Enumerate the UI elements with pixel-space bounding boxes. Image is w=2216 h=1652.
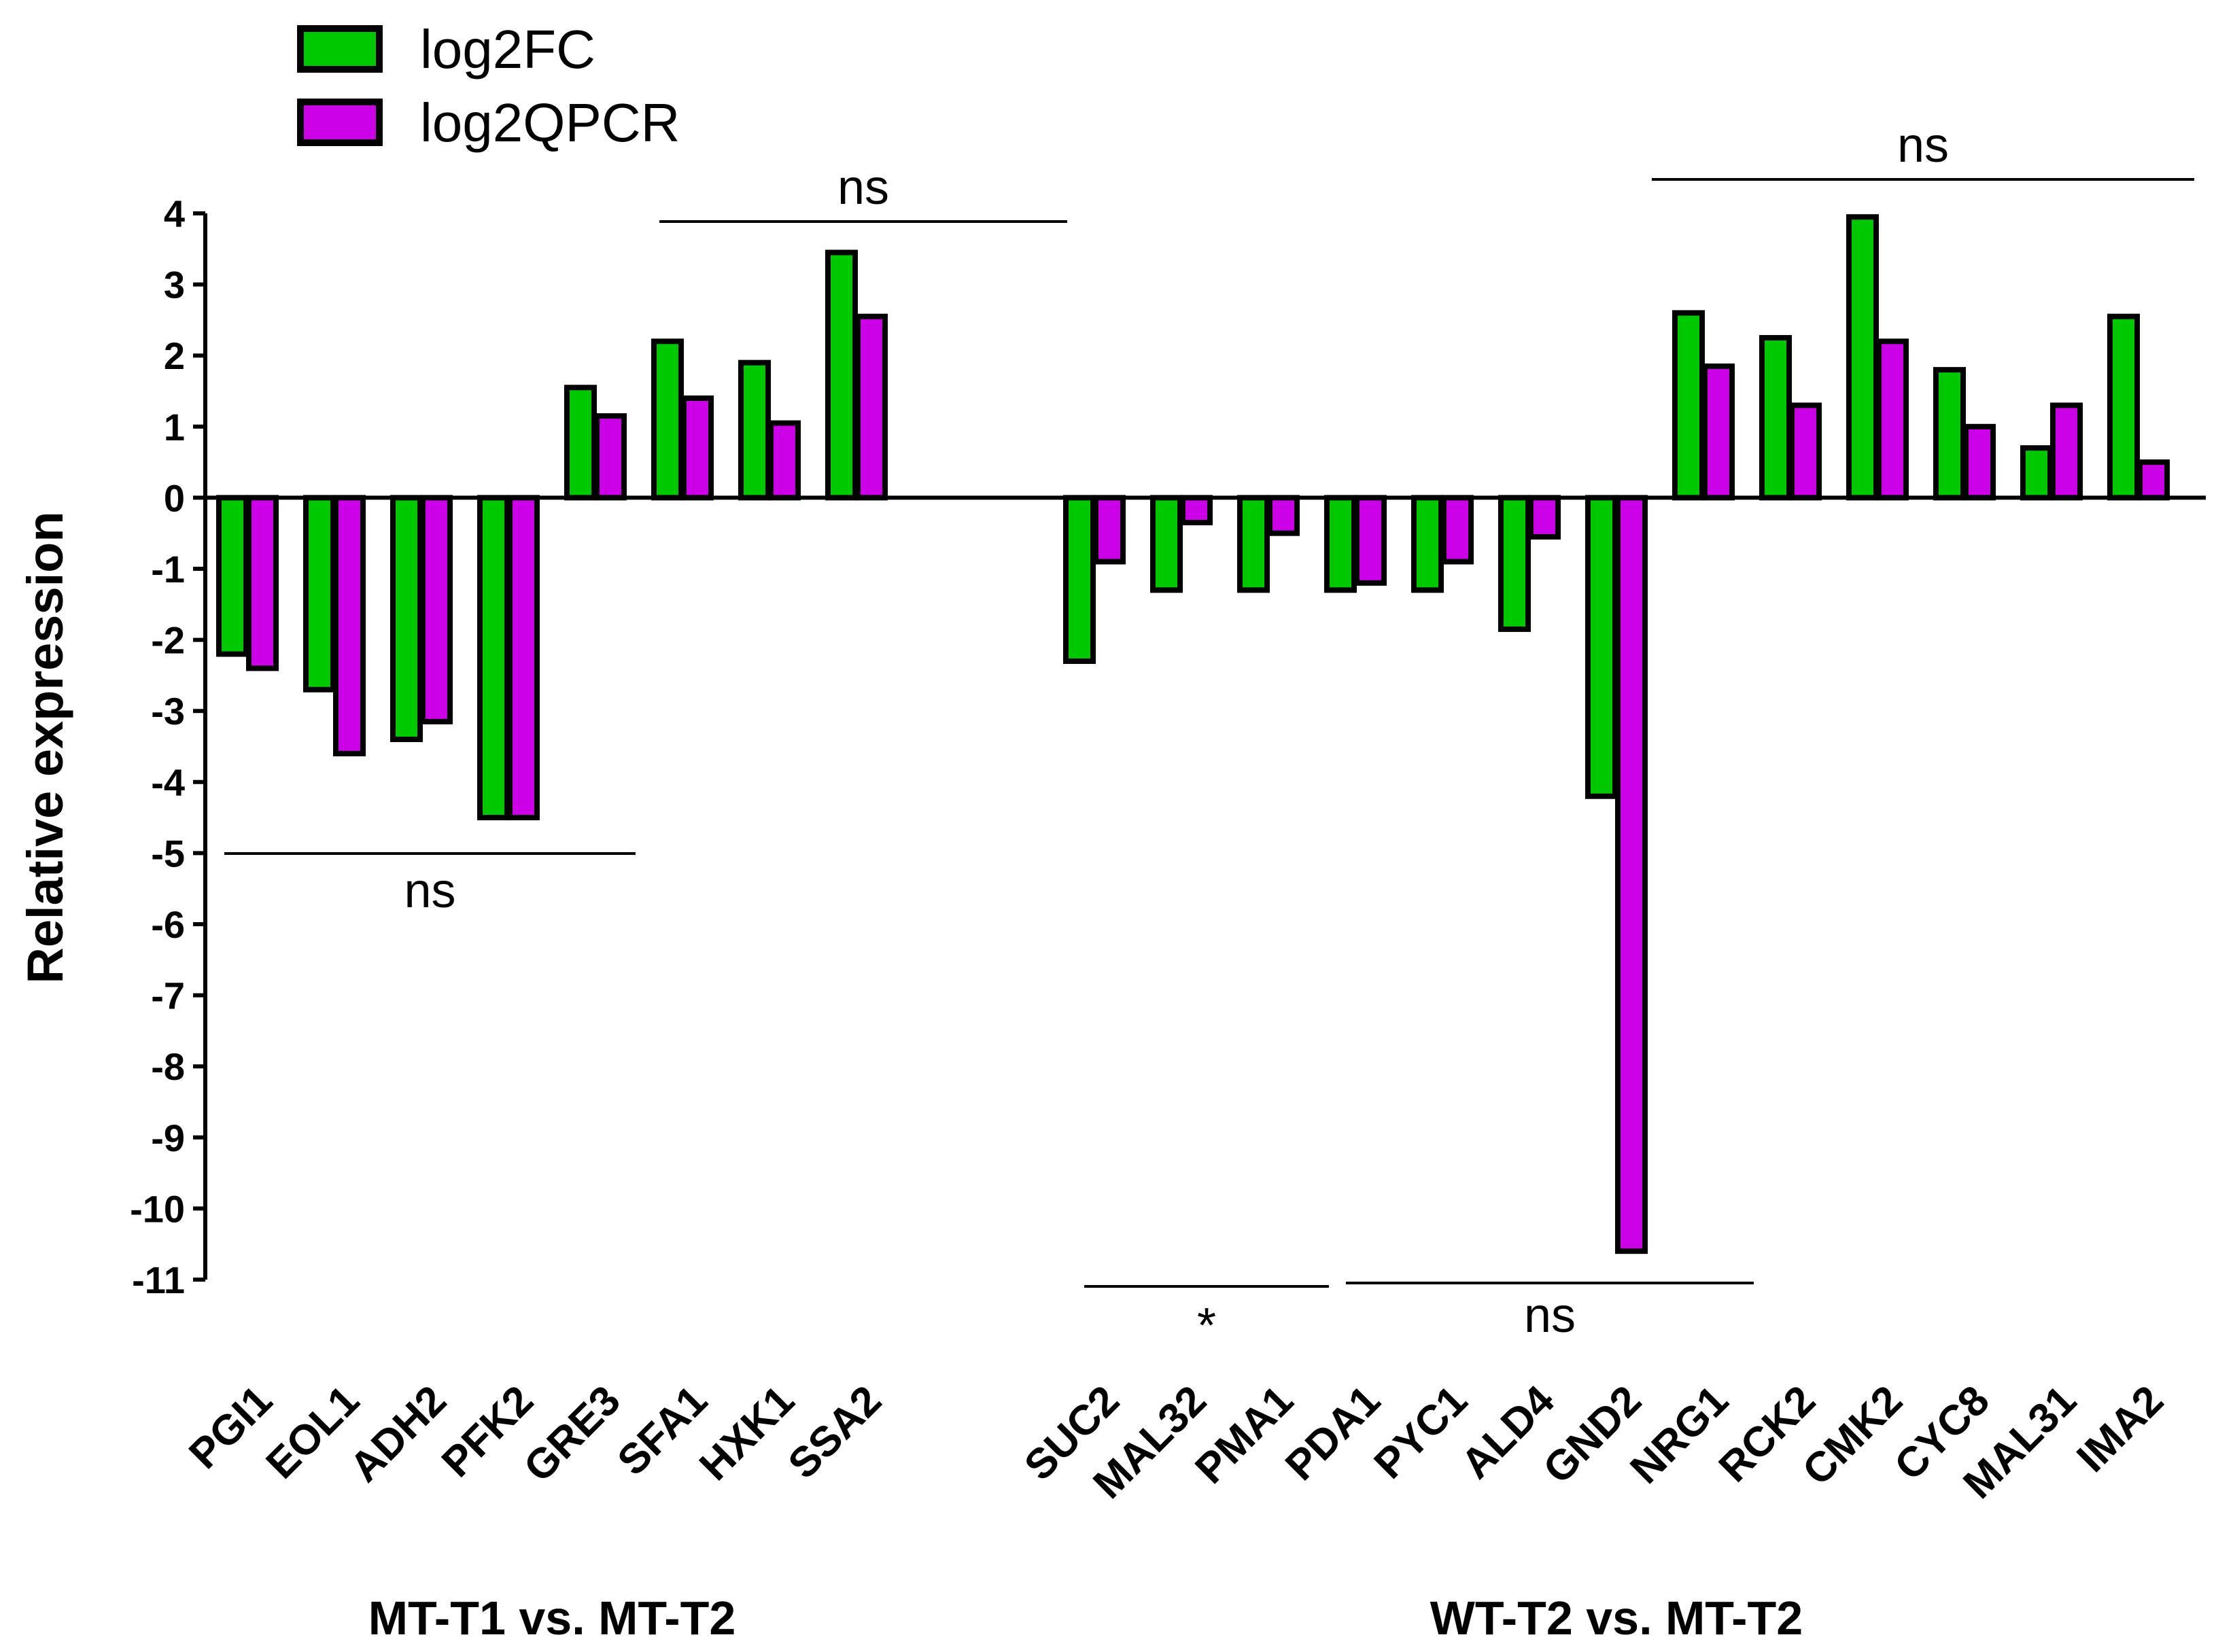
- y-tick-label: -6: [151, 903, 185, 946]
- bar-log2fc-cmk2: [1846, 214, 1879, 501]
- bar-log2qpcr-ima2: [2137, 459, 2170, 501]
- bar-log2qpcr-sfa1: [681, 395, 714, 501]
- category-label-hxk1: HXK1: [691, 1377, 803, 1490]
- bar-log2fc-gnd2: [1585, 495, 1618, 799]
- bar-log2qpcr-cyc8: [1963, 423, 1996, 501]
- bar-log2qpcr-ssa2: [855, 313, 888, 501]
- category-label-cmk2: CMK2: [1794, 1377, 1911, 1494]
- category-label-pma1: PMA1: [1186, 1377, 1302, 1493]
- legend-label-log2qpcr: log2QPCR: [420, 92, 680, 153]
- y-tick-label: -9: [151, 1117, 185, 1159]
- bar-log2fc-sfa1: [651, 338, 684, 501]
- bar-log2qpcr-rck2: [1789, 402, 1822, 501]
- y-tick-label: -11: [132, 1259, 185, 1301]
- bar-log2qpcr-pgi1: [246, 495, 279, 671]
- y-tick-label: -8: [151, 1045, 185, 1088]
- bar-log2fc-rck2: [1759, 335, 1792, 501]
- group-labels: MT-T1 vs. MT-T2 WT-T2 vs. MT-T2: [368, 1592, 1803, 1645]
- bar-log2fc-gre3: [564, 385, 597, 501]
- group-label: WT-T2 vs. MT-T2: [1430, 1592, 1803, 1645]
- category-label-gnd2: GND2: [1534, 1377, 1650, 1493]
- y-tick-label: -7: [151, 974, 185, 1017]
- bar-log2qpcr-eol1: [333, 495, 366, 756]
- category-label-pyc1: PYC1: [1366, 1377, 1476, 1488]
- category-label-gre3: GRE3: [515, 1377, 629, 1491]
- bar-log2fc-adh2: [390, 495, 423, 743]
- bar-log2fc-nrg1: [1672, 310, 1705, 501]
- bar-log2qpcr-suc2: [1093, 495, 1126, 565]
- significance-label: ns: [1524, 1288, 1576, 1343]
- bar-log2qpcr-gnd2: [1615, 495, 1648, 1254]
- bar-log2fc-pda1: [1324, 495, 1357, 593]
- y-tick-label: 3: [164, 264, 185, 306]
- bar-log2qpcr-nrg1: [1702, 363, 1735, 501]
- bar-log2qpcr-adh2: [420, 495, 453, 724]
- bar-log2qpcr-cmk2: [1876, 338, 1909, 501]
- y-axis: 4 3 2 1 0 -1 -2 -3 -4 -5 -6 -7 -8 -9 -10 -11: [130, 192, 207, 1301]
- bar-log2fc-mal31: [2020, 445, 2053, 501]
- bar-log2fc-hxk1: [738, 359, 771, 501]
- bar-log2fc-pgi1: [216, 495, 249, 657]
- y-tick-label: 4: [164, 192, 185, 235]
- significance-label: ns: [404, 864, 455, 918]
- y-tick-label: -2: [151, 619, 185, 662]
- category-label-ima2: IMA2: [2068, 1377, 2172, 1481]
- significance-label: *: [1197, 1299, 1216, 1353]
- y-tick-label: -5: [151, 832, 185, 875]
- bar-log2fc-mal32: [1150, 495, 1183, 593]
- category-label-nrg1: NRG1: [1621, 1377, 1737, 1493]
- bar-log2fc-pyc1: [1411, 495, 1444, 593]
- group-label: MT-T1 vs. MT-T2: [368, 1592, 736, 1645]
- category-label-sfa1: SFA1: [608, 1377, 716, 1484]
- y-tick-label: -4: [151, 761, 185, 804]
- bar-log2qpcr-mal32: [1180, 495, 1213, 526]
- legend: log2FC log2QPCR: [297, 19, 680, 153]
- legend-swatch-log2fc: [297, 25, 383, 73]
- category-label-eol1: EOL1: [258, 1377, 368, 1488]
- bar-log2fc-pfk2: [477, 495, 510, 821]
- category-label-pda1: PDA1: [1277, 1377, 1389, 1490]
- bar-log2fc-cyc8: [1933, 367, 1966, 501]
- significance-annotations: ns ns * ns ns: [224, 118, 2194, 1353]
- bar-log2fc-ima2: [2107, 313, 2140, 501]
- category-label-adh2: ADH2: [341, 1377, 455, 1491]
- y-tick-label: -3: [151, 690, 185, 733]
- bar-log2fc-pma1: [1237, 495, 1270, 593]
- bar-log2qpcr-gre3: [594, 413, 627, 501]
- y-axis-label: Relative expression: [17, 511, 73, 983]
- bars: [216, 214, 2170, 1254]
- category-label-ssa2: SSA2: [780, 1377, 890, 1488]
- bar-log2qpcr-pyc1: [1441, 495, 1474, 565]
- legend-swatch-log2qpcr: [297, 99, 383, 146]
- significance-label: ns: [1897, 118, 1949, 173]
- y-tick-label: -10: [130, 1187, 185, 1230]
- bar-log2qpcr-hxk1: [768, 420, 801, 501]
- significance-label: ns: [837, 160, 889, 215]
- y-tick-label: 0: [164, 476, 185, 519]
- bar-log2fc-suc2: [1063, 495, 1096, 664]
- bar-log2fc-ssa2: [825, 249, 858, 501]
- bar-log2fc-eol1: [303, 495, 336, 692]
- bar-log2qpcr-mal31: [2050, 402, 2083, 501]
- y-tick-label: 2: [164, 334, 185, 377]
- y-tick-label: 1: [164, 406, 185, 449]
- bar-log2qpcr-ald4: [1528, 495, 1561, 540]
- bar-log2qpcr-pma1: [1267, 495, 1300, 536]
- legend-label-log2fc: log2FC: [420, 19, 595, 80]
- bar-log2qpcr-pfk2: [507, 495, 540, 821]
- y-tick-label: -1: [151, 548, 185, 591]
- bar-log2qpcr-pda1: [1354, 495, 1387, 586]
- bar-log2fc-ald4: [1498, 495, 1531, 632]
